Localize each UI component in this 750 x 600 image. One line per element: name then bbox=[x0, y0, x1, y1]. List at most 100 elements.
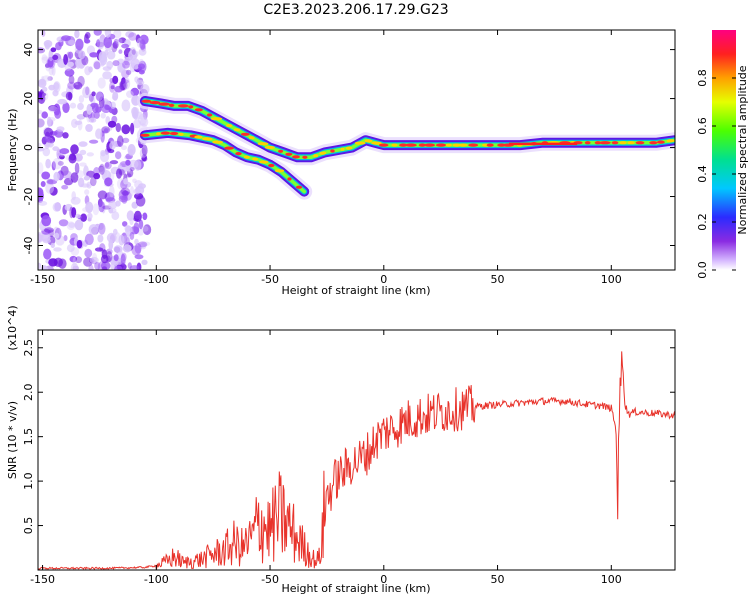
spectrogram-noise-blob bbox=[77, 58, 86, 69]
spectrogram-hotspot bbox=[378, 143, 389, 147]
spectrogram-noise-blob bbox=[84, 248, 93, 258]
spectrogram-noise-blob bbox=[103, 128, 109, 133]
spectrogram-noise-blob bbox=[74, 219, 84, 231]
spectrogram-x-tick-label: -150 bbox=[30, 273, 55, 286]
spectrogram-noise-blob bbox=[78, 141, 88, 147]
spectrogram-noise-blob bbox=[112, 91, 119, 101]
spectrogram-noise-blob bbox=[112, 60, 120, 67]
spectrogram-noise-blob bbox=[42, 147, 51, 157]
spectrogram-noise-blob bbox=[75, 256, 82, 264]
spectrogram-hotspot bbox=[657, 140, 665, 144]
spectrogram-noise-blob bbox=[139, 117, 149, 127]
spectrogram-noise-blob bbox=[115, 38, 123, 45]
spectrogram-noise-blob bbox=[105, 255, 111, 263]
colorbar-tick-label: 0.2 bbox=[696, 213, 709, 231]
spectrogram-noise-blob bbox=[38, 47, 46, 54]
spectrogram-noise-blob bbox=[48, 117, 56, 122]
spectrogram-noise-blob bbox=[118, 80, 128, 91]
spectrogram-noise-blob bbox=[129, 217, 134, 226]
spectrogram-noise-blob bbox=[78, 50, 86, 60]
spectrogram-noise-blob bbox=[104, 104, 110, 110]
spectrogram-noise-blob bbox=[69, 102, 77, 109]
spectrogram-noise-blob bbox=[62, 132, 69, 139]
spectrogram-noise-blob bbox=[97, 77, 106, 89]
spectrogram-noise-blob bbox=[127, 144, 136, 156]
spectrogram-noise-blob bbox=[77, 177, 85, 188]
spectrogram-noise-blob bbox=[41, 30, 46, 37]
spectrogram-noise-blob bbox=[109, 160, 119, 165]
spectrogram-hotspot bbox=[611, 141, 619, 145]
spectrogram-noise-blob bbox=[84, 189, 90, 195]
spectrogram-hotspot bbox=[252, 157, 258, 161]
spectrogram-noise-blob bbox=[93, 111, 100, 119]
spectrogram-noise-blob bbox=[138, 219, 144, 230]
spectrogram-hotspot bbox=[340, 147, 345, 151]
spectrogram-hotspot bbox=[257, 142, 269, 146]
spectrogram-hotspot bbox=[194, 135, 203, 139]
spectrogram-noise-blob bbox=[66, 221, 76, 231]
spectrogram-noise-blob bbox=[73, 81, 83, 90]
spectrogram-noise-blob bbox=[116, 168, 122, 179]
spectrogram-noise-blob bbox=[41, 171, 51, 180]
spectrogram-noise-blob bbox=[134, 192, 144, 200]
spectrogram-noise-blob bbox=[43, 127, 54, 137]
spectrogram-noise-blob bbox=[110, 85, 115, 90]
colorbar-ticks: 0.0 0.2 0.4 0.6 0.8 bbox=[696, 69, 736, 279]
spectrogram-noise-blob bbox=[106, 60, 114, 70]
snr-ylabel: SNR (10 * v/v) bbox=[6, 401, 19, 479]
spectrogram-noise-blob bbox=[44, 227, 54, 233]
spectrogram-noise-blob bbox=[76, 239, 83, 249]
snr-x-tick-label: 0 bbox=[380, 573, 387, 586]
spectrogram-noise-blob bbox=[134, 111, 144, 120]
snr-x-tick-label: -100 bbox=[144, 573, 169, 586]
spectrogram-hotspot bbox=[168, 103, 175, 107]
spectrogram-noise-blob bbox=[48, 49, 54, 62]
spectrogram-hotspot bbox=[424, 143, 436, 147]
spectrogram-noise-blob bbox=[52, 146, 60, 152]
spectrogram-hotspot bbox=[599, 141, 611, 145]
spectrogram-noise-blob bbox=[88, 117, 97, 123]
spectrogram-hotspot bbox=[210, 117, 223, 121]
spectrogram-hotspot bbox=[224, 146, 235, 150]
spectrogram-noise-blob bbox=[38, 233, 43, 243]
spectrogram-y-tick-label: 20 bbox=[22, 92, 35, 106]
spectrogram-noise-blob bbox=[86, 111, 91, 123]
spectrogram-noise-blob bbox=[70, 172, 79, 183]
spectrogram-frame bbox=[37, 29, 676, 271]
spectrogram-noise-blob bbox=[57, 161, 64, 166]
spectrogram-noise-blob bbox=[68, 39, 76, 46]
spectrogram-ylabel: Frequency (Hz) bbox=[6, 109, 19, 192]
spectrogram-noise-blob bbox=[95, 128, 103, 139]
spectrogram-noise-blob bbox=[141, 144, 148, 157]
spectrogram-noise-blob bbox=[62, 102, 70, 114]
spectrogram-noise-blob bbox=[40, 181, 46, 187]
spectrogram-noise-blob bbox=[40, 265, 48, 270]
spectrogram-noise-blob bbox=[75, 38, 84, 51]
spectrogram-noise-blob bbox=[103, 36, 113, 49]
spectrogram-noise-blob bbox=[92, 252, 98, 263]
spectrogram-noise-blob bbox=[43, 248, 52, 260]
spectrogram-track-inner bbox=[143, 131, 306, 194]
spectrogram-noise-blob bbox=[115, 200, 121, 207]
spectrogram-noise-blob bbox=[107, 120, 117, 128]
spectrogram-noise-blob bbox=[98, 166, 107, 174]
spectrogram-noise-blob bbox=[68, 75, 75, 84]
spectrogram-noise-blob bbox=[125, 90, 134, 98]
spectrogram-hotspot bbox=[233, 128, 241, 132]
spectrogram-noise-blob bbox=[100, 151, 110, 163]
colorbar-label: Normalized spectral amplitude bbox=[736, 65, 749, 234]
spectrogram-noise-blob bbox=[104, 30, 112, 38]
spectrogram-noise-blob bbox=[87, 212, 93, 220]
spectrogram-xlabel: Height of straight line (km) bbox=[281, 284, 430, 297]
spectrogram-noise-blob bbox=[64, 203, 73, 212]
spectrogram-noise-blob bbox=[68, 222, 76, 229]
spectrogram-noise-blob bbox=[100, 112, 106, 119]
spectrogram-hotspot bbox=[458, 143, 468, 147]
spectrogram-noise-blob bbox=[96, 39, 101, 48]
spectrogram-noise-blob bbox=[104, 161, 112, 170]
spectrogram-noise-blob bbox=[113, 245, 123, 253]
spectrogram-noise-blob bbox=[97, 222, 104, 231]
spectrogram-hotspot bbox=[418, 143, 426, 147]
spectrogram-noise-blob bbox=[126, 173, 132, 178]
